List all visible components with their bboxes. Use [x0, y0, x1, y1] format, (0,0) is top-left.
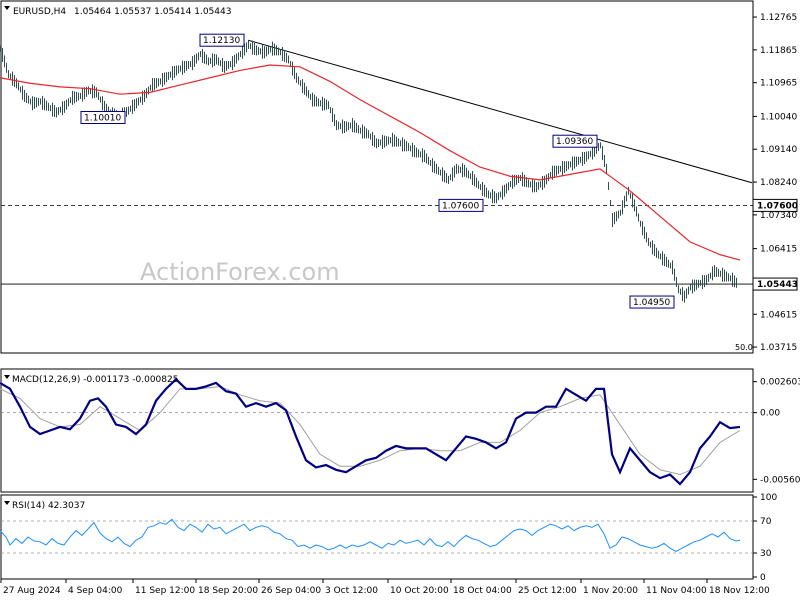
- macd-tick-label: 0.00: [760, 409, 780, 419]
- price-tick-label: 1.06415: [760, 245, 797, 255]
- axis-layer: 1.12765 1.11865 1.10965 1.10040 1.09140 1.082…: [0, 13, 800, 596]
- x-tick-label: 3 Oct 12:00: [325, 586, 378, 596]
- price-tick-label: 1.11865: [760, 46, 797, 56]
- price-level-box: [752, 198, 798, 212]
- swing-label-box: [629, 295, 675, 309]
- price-level-box: [752, 277, 798, 291]
- macd-collapse-icon[interactable]: [4, 375, 10, 379]
- x-tick-label: 11 Sep 12:00: [135, 586, 195, 596]
- price-tick-label: 1.07340: [760, 211, 797, 221]
- x-tick-label: 1 Nov 20:00: [583, 586, 638, 596]
- x-tick-label: 4 Sep 04:00: [68, 586, 123, 596]
- macd-panel-frame: [0, 368, 754, 493]
- rsi-panel-frame: [0, 494, 754, 580]
- price-tick-label: 1.09140: [760, 145, 797, 155]
- rsi-tick-label: 0: [760, 573, 766, 583]
- macd-tick-label: 0.002603: [760, 378, 800, 388]
- x-tick-label: 25 Oct 12:00: [518, 586, 577, 596]
- rsi-line: [0, 518, 741, 552]
- swing-label: 1.12130: [203, 36, 240, 46]
- swing-label-box: [438, 198, 484, 212]
- rsi-layer: [0, 518, 753, 554]
- rsi-title: RSI(14) 42.3037: [12, 501, 85, 511]
- symbol-label: EURUSD,H4: [13, 7, 66, 17]
- price-tick-label: 1.10965: [760, 79, 797, 89]
- moving-average-line: [0, 64, 741, 261]
- rsi-tick-label: 70: [760, 517, 772, 527]
- macd-tick-label: -0.005604: [760, 475, 800, 485]
- swing-label: 1.09360: [556, 137, 593, 147]
- rsi-tick-label: 30: [760, 549, 772, 559]
- x-tick-label: 18 Nov 12:00: [709, 586, 770, 596]
- x-tick-label: 10 Oct 20:00: [390, 586, 449, 596]
- macd-line: [0, 377, 741, 486]
- price-tick-label: 1.12765: [760, 13, 797, 23]
- price-tick-label: 1.10040: [760, 112, 797, 122]
- rsi-tick-label: 100: [760, 493, 777, 503]
- swing-label-box: [199, 33, 245, 47]
- x-tick-label: 18 Oct 04:00: [453, 586, 512, 596]
- corner-label: 50.0: [735, 343, 753, 352]
- price-tick-label: 1.04615: [760, 310, 797, 320]
- price-tick-label: 1.08240: [760, 178, 797, 188]
- x-tick-label: 27 Aug 2024: [3, 586, 61, 596]
- swing-label: 1.04950: [633, 298, 670, 308]
- rsi-collapse-icon[interactable]: [4, 501, 10, 505]
- macd-signal-line: [0, 385, 741, 476]
- ohlc-values: 1.05464 1.05537 1.05414 1.05443: [74, 7, 231, 17]
- x-tick-label: 11 Nov 04:00: [646, 586, 707, 596]
- swing-label-box: [552, 134, 598, 148]
- swing-label-box: [80, 111, 126, 125]
- price-layer: 1.12130 1.10010 1.09360 1.07600 1.04950 50.0: [0, 33, 753, 352]
- macd-layer: [0, 377, 753, 486]
- price-level-label: 1.07600: [757, 201, 798, 211]
- x-tick-label: 18 Sep 20:00: [198, 586, 258, 596]
- macd-title: MACD(12,26,9) -0.001173 -0.000825: [12, 375, 178, 385]
- swing-label: 1.10010: [84, 114, 121, 124]
- price-level-label: 1.05443: [757, 280, 798, 290]
- swing-label: 1.07600: [442, 201, 479, 211]
- trendline: [247, 39, 753, 184]
- price-tick-label: 1.03715: [760, 343, 797, 353]
- price-panel-frame: [0, 0, 754, 354]
- x-tick-label: 26 Sep 04:00: [261, 586, 321, 596]
- collapse-triangle-icon[interactable]: [4, 6, 10, 10]
- watermark: ActionForex.com: [140, 258, 340, 286]
